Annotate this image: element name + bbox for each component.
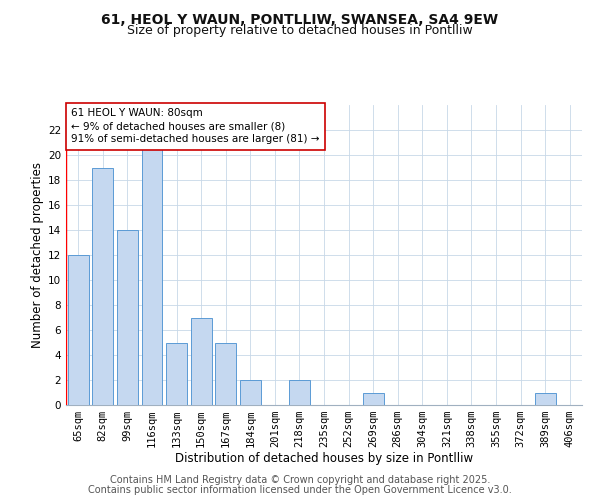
Bar <box>535 392 556 405</box>
Bar <box>240 380 261 405</box>
Text: Contains HM Land Registry data © Crown copyright and database right 2025.: Contains HM Land Registry data © Crown c… <box>110 475 490 485</box>
X-axis label: Distribution of detached houses by size in Pontlliw: Distribution of detached houses by size … <box>175 452 473 464</box>
Bar <box>68 255 89 405</box>
Text: Size of property relative to detached houses in Pontlliw: Size of property relative to detached ho… <box>127 24 473 37</box>
Bar <box>117 230 138 405</box>
Text: Contains public sector information licensed under the Open Government Licence v3: Contains public sector information licen… <box>88 485 512 495</box>
Bar <box>142 130 163 405</box>
Text: 61 HEOL Y WAUN: 80sqm
← 9% of detached houses are smaller (8)
91% of semi-detach: 61 HEOL Y WAUN: 80sqm ← 9% of detached h… <box>71 108 320 144</box>
Bar <box>215 342 236 405</box>
Bar <box>92 168 113 405</box>
Text: 61, HEOL Y WAUN, PONTLLIW, SWANSEA, SA4 9EW: 61, HEOL Y WAUN, PONTLLIW, SWANSEA, SA4 … <box>101 12 499 26</box>
Bar <box>166 342 187 405</box>
Bar <box>289 380 310 405</box>
Y-axis label: Number of detached properties: Number of detached properties <box>31 162 44 348</box>
Bar <box>362 392 383 405</box>
Bar <box>191 318 212 405</box>
